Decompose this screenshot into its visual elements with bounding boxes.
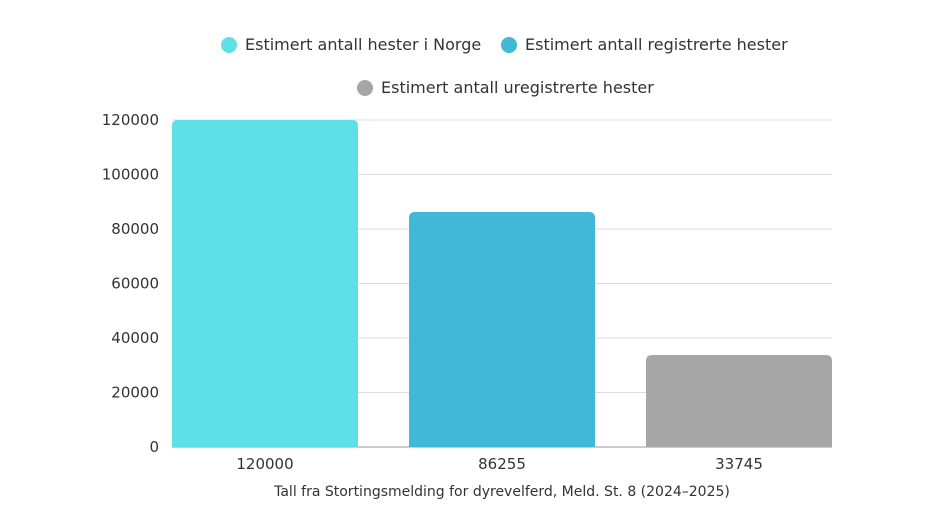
x-tick-label: 33745 [715, 455, 763, 473]
x-axis-label: Tall fra Stortingsmelding for dyrevelfer… [273, 484, 730, 500]
x-tick-label: 86255 [478, 455, 526, 473]
y-tick-label: 60000 [111, 275, 159, 293]
x-axis: 120000 86255 33745 [236, 455, 762, 473]
legend-item-3: Estimert antall uregistrerte hester [357, 78, 654, 97]
bars [172, 120, 832, 447]
legend-swatch [221, 37, 237, 53]
legend: Estimert antall hester i Norge Estimert a… [221, 35, 788, 97]
y-tick-label: 40000 [111, 329, 159, 347]
legend-label: Estimert antall registrerte hester [525, 35, 788, 54]
legend-label: Estimert antall uregistrerte hester [381, 78, 654, 97]
y-tick-label: 80000 [111, 220, 159, 238]
legend-item-2: Estimert antall registrerte hester [501, 35, 788, 54]
bar-1 [172, 120, 358, 447]
y-tick-label: 0 [149, 438, 159, 456]
bar-2 [409, 211, 595, 447]
bar-3 [646, 355, 832, 447]
legend-swatch [357, 80, 373, 96]
legend-label: Estimert antall hester i Norge [245, 35, 481, 54]
y-tick-label: 120000 [102, 111, 159, 129]
x-tick-label: 120000 [236, 455, 293, 473]
y-tick-label: 100000 [102, 166, 159, 184]
legend-swatch [501, 37, 517, 53]
y-tick-label: 20000 [111, 384, 159, 402]
legend-item-1: Estimert antall hester i Norge [221, 35, 481, 54]
y-axis: 0 20000 40000 60000 80000 100000 120000 [102, 111, 159, 456]
